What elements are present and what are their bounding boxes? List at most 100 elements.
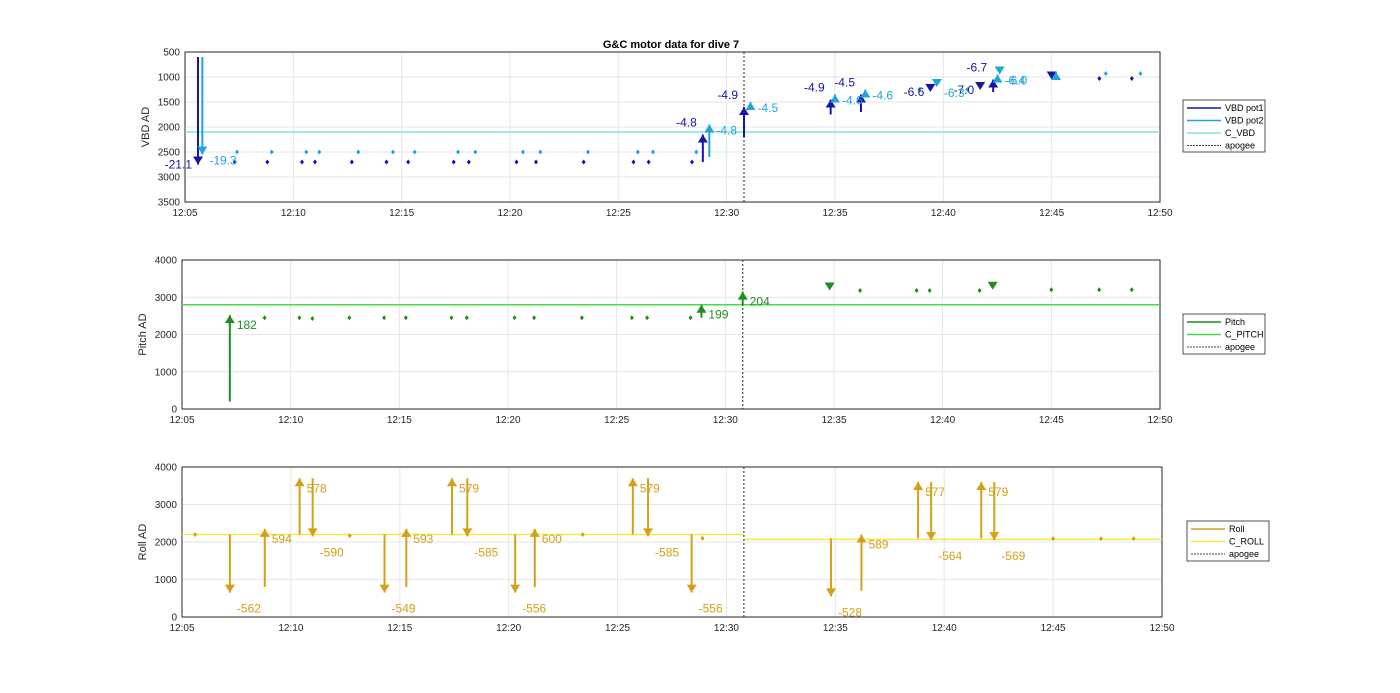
roll-move-label: 578 [307,481,327,495]
pot2-move-head [1051,72,1061,80]
pot1-point [265,159,270,165]
roll-move-head [529,528,540,537]
x-tick-label: 12:35 [821,415,846,426]
pitch-point [310,315,315,321]
roll-move-head [224,584,235,593]
pot1-point [1097,76,1102,81]
y-tick-label: 1000 [155,367,178,378]
y-tick-label: 4000 [155,463,178,474]
roll-move-label: 579 [459,481,479,495]
pot1-point [300,159,304,165]
pot1-point [690,159,694,165]
x-tick-label: 12:40 [931,208,956,219]
pitch-move-head [824,282,835,291]
pot2-point [1103,71,1108,76]
pot2-move-label: -6.0 [1007,74,1028,88]
pitch-point [347,315,352,321]
pot1-move-label: -4.5 [834,76,855,90]
roll-panel: 12:05 12:10 12:15 12:20 12:25 12:30 12:35 12:40… [137,463,1270,634]
roll-move-head [825,588,836,597]
x-tick-label: 12:20 [497,208,522,219]
pot1-point [466,159,471,165]
pot2-point [269,149,274,155]
roll-point [580,532,585,537]
pot1-point [534,159,538,165]
roll-move-label: -564 [938,549,962,563]
x-tick-label: 12:40 [930,415,955,426]
roll-move-head [510,584,521,593]
pitch-panel: 12:05 12:10 12:15 12:20 12:25 12:30 12:35 12:40… [137,256,1266,426]
pitch-point [1129,287,1134,293]
roll-move-head [447,478,458,487]
pot2-move-head [994,66,1005,75]
pot2-move-head [860,89,871,98]
pot2-point [356,149,361,155]
pot1-point [631,159,636,165]
pitch-point [927,288,932,294]
roll-move-label: 577 [925,485,945,499]
roll-move-head [913,482,924,490]
x-tick-label: 12:35 [822,208,847,219]
roll-move-head [307,528,318,537]
pot1-move-head [1046,71,1057,80]
roll-point [1099,536,1104,542]
x-tick-label: 12:05 [169,415,194,426]
legend-entry: VBD pot2 [1225,116,1264,126]
legend-entry: VBD pot1 [1225,103,1264,113]
pot2-move-head [830,94,840,103]
x-tick-label: 12:25 [606,208,631,219]
roll-point [700,535,705,541]
vbd-panel: 12:05 12:10 12:15 12:20 12:25 12:30 12:35 12:40… [140,48,1266,219]
pitch-point [512,315,517,321]
pot1-move-head [739,107,749,115]
roll-point [1131,536,1136,542]
pot1-move-head [975,82,986,90]
pitch-move-label: 199 [708,308,728,322]
pot1-point [313,159,317,165]
pot2-point [965,87,970,92]
pot1-point [1129,76,1134,81]
pitch-point [297,315,302,321]
roll-move-label: 593 [413,532,433,546]
roll-point [193,532,198,537]
x-tick-label: 12:30 [714,208,739,219]
y-axis-label: VBD AD [140,107,152,147]
pitch-point [914,288,919,294]
pot1-point [581,159,586,165]
pot2-move-label: -4.6 [872,89,893,103]
roll-move-label: -549 [392,602,416,616]
pitch-point [532,315,537,321]
pitch-move-head [224,315,235,324]
y-tick-label: 500 [163,48,180,59]
roll-move-head [926,532,937,541]
pot1-move-label: -6.7 [966,61,987,75]
roll-move-head [379,584,390,593]
pitch-move-label: 204 [750,295,770,309]
pitch-point [688,315,693,321]
x-tick-label: 12:20 [496,623,521,634]
pot2-move-head [931,79,942,87]
legend-entry: Roll [1229,524,1245,534]
pot2-point [1138,71,1143,76]
pitch-point [579,315,584,321]
pot1-point [514,159,519,165]
y-tick-label: 2000 [158,123,181,134]
pitch-point [382,315,387,321]
pot2-point [651,149,655,155]
x-tick-label: 12:15 [387,415,412,426]
pot1-move-head [988,79,999,88]
x-tick-label: 12:10 [278,623,303,634]
pot2-move-label: -4.5 [758,101,779,115]
roll-move-head [643,528,654,537]
roll-move-label: 594 [272,532,292,546]
axes-frame [181,466,1163,618]
roll-move-label: 579 [988,485,1008,499]
pot1-point [646,159,651,165]
pot2-point [521,149,525,155]
legend-entry: Pitch [1225,317,1245,327]
pitch-point [645,315,650,321]
y-tick-label: 2000 [155,330,178,341]
legend-entry: C_PITCH [1225,330,1264,340]
